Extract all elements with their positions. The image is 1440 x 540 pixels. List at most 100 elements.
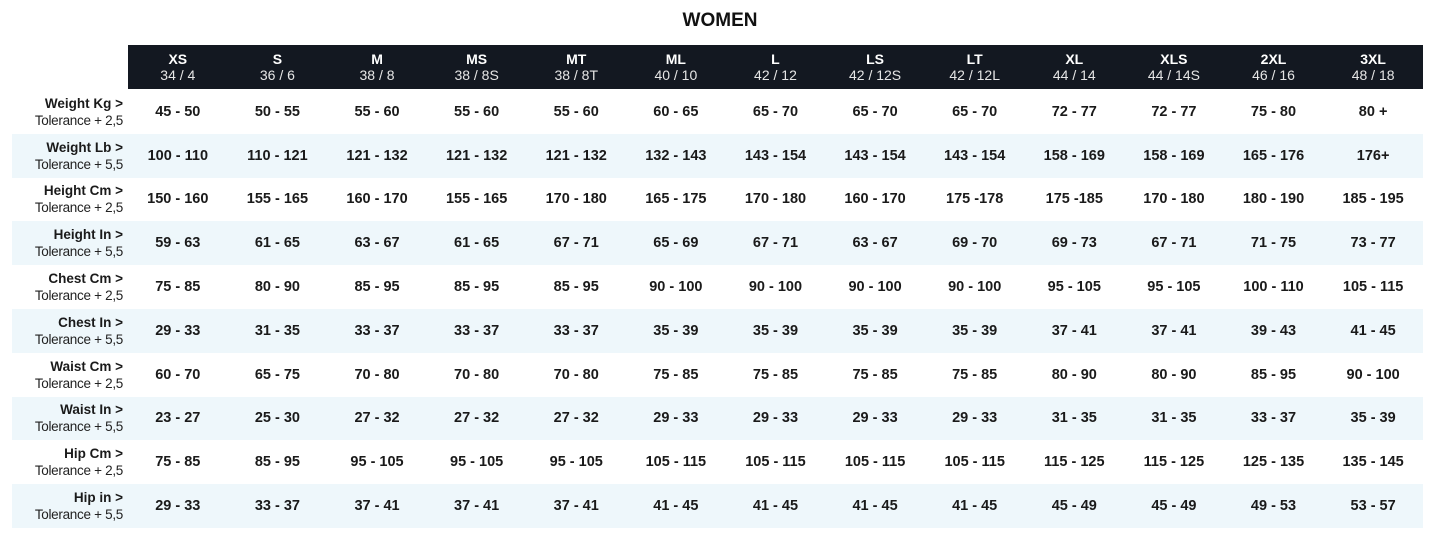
table-cell: 35 - 39 [852, 322, 898, 339]
size-header-s: S 36 / 6 [228, 45, 328, 89]
size-label: MT [566, 51, 587, 67]
size-header-lt: LT 42 / 12L [925, 45, 1025, 89]
table-cell: 115 - 125 [1143, 454, 1205, 471]
table-cell: 105 - 115 [645, 454, 707, 471]
measure-name: Waist In > [60, 402, 123, 418]
size-label: XLS [1160, 51, 1188, 67]
table-cell: 70 - 80 [354, 366, 400, 383]
measure-name: Hip in > [73, 490, 123, 506]
table-cell: 67 - 71 [752, 235, 799, 252]
table-cell: 59 - 63 [155, 235, 201, 252]
measure-name: Waist Cm > [50, 358, 123, 374]
table-row: Weight Lb > Tolerance + 5,5 100 - 110 110 -… [12, 133, 1423, 178]
size-number: 42 / 12S [848, 67, 902, 83]
table-cell: 105 - 115 [1342, 279, 1404, 296]
table-cell: 33 - 37 [454, 322, 500, 339]
table-cell: 132 - 143 [645, 147, 707, 164]
table-cell: 125 - 135 [1242, 454, 1305, 471]
size-number: 38 / 8 [359, 67, 395, 83]
table-cell: 65 - 69 [653, 235, 699, 252]
table-cell: 49 - 53 [1250, 498, 1297, 515]
table-cell: 41 - 45 [752, 498, 799, 515]
table-cell: 25 - 30 [254, 410, 300, 427]
size-header-2xl: 2XL 46 / 16 [1224, 45, 1324, 89]
size-header-xs: XS 34 / 4 [128, 45, 228, 89]
size-label: MS [466, 51, 488, 67]
size-label: LS [866, 51, 885, 67]
table-cell: 158 - 169 [1143, 147, 1205, 164]
measure-name: Weight Lb > [46, 139, 123, 155]
size-label: L [771, 51, 780, 67]
tolerance: Tolerance + 2,5 [34, 112, 123, 128]
table-cell: 63 - 67 [852, 235, 898, 252]
table-cell: 105 - 115 [944, 454, 1005, 471]
table-cell: 33 - 37 [354, 322, 400, 339]
table-cell: 75 - 85 [653, 366, 699, 383]
size-number: 38 / 8S [454, 67, 499, 83]
row-label: Waist Cm > Tolerance + 2,5 [12, 358, 128, 392]
table-cell: 29 - 33 [653, 410, 699, 427]
measure-name: Weight Kg > [44, 95, 123, 111]
table-cell: 80 - 90 [1051, 366, 1097, 383]
table-cell: 31 - 35 [1151, 410, 1197, 427]
table-cell: 55 - 60 [354, 103, 400, 120]
table-cell: 110 - 121 [247, 147, 308, 164]
table-cell: 143 - 154 [744, 147, 807, 164]
table-cell: 37 - 41 [553, 498, 599, 515]
table-cell: 115 - 125 [1044, 454, 1105, 471]
table-cell: 90 - 100 [649, 279, 703, 296]
table-cell: 72 - 77 [1151, 103, 1197, 120]
table-cell: 29 - 33 [852, 410, 898, 427]
table-cell: 69 - 70 [952, 235, 998, 252]
table-cell: 33 - 37 [1250, 410, 1297, 427]
table-cell: 70 - 80 [454, 366, 500, 383]
table-cell: 73 - 77 [1350, 235, 1396, 252]
size-number: 36 / 6 [259, 67, 295, 83]
size-label: 2XL [1260, 51, 1287, 67]
table-cell: 37 - 41 [1151, 322, 1197, 339]
table-cell: 170 - 180 [545, 191, 607, 208]
size-number: 40 / 10 [654, 67, 698, 83]
table-cell: 67 - 71 [1151, 235, 1197, 252]
row-label: Waist In > Tolerance + 5,5 [12, 401, 128, 435]
table-row: Height Cm > Tolerance + 2,5 150 - 160 155 -… [12, 178, 1423, 222]
table-row: Weight Kg > Tolerance + 2,5 45 - 50 50 - 55… [12, 90, 1423, 134]
table-cell: 121 - 132 [545, 147, 607, 164]
size-label: 3XL [1360, 51, 1386, 67]
row-label: Hip Cm > Tolerance + 2,5 [12, 445, 128, 479]
row-label: Chest Cm > Tolerance + 2,5 [12, 270, 128, 304]
row-label: Height In > Tolerance + 5,5 [12, 226, 128, 260]
size-number: 44 / 14S [1147, 67, 1200, 83]
table-cell: 175 -185 [1045, 191, 1103, 208]
table-cell: 75 - 85 [852, 366, 898, 383]
table-cell: 41 - 45 [852, 498, 898, 515]
table-cell: 70 - 80 [553, 366, 599, 383]
size-header-l: L 42 / 12 [726, 45, 826, 89]
size-number: 34 / 4 [160, 67, 196, 83]
table-cell: 27 - 32 [354, 410, 400, 427]
table-cell: 80 - 90 [1151, 366, 1197, 383]
size-header-xls: XLS 44 / 14S [1124, 45, 1224, 89]
tolerance: Tolerance + 2,5 [34, 375, 123, 391]
table-cell: 31 - 35 [1051, 410, 1097, 427]
table-cell: 95 - 105 [1047, 279, 1101, 296]
table-cell: 175 -178 [946, 191, 1004, 208]
table-cell: 95 - 105 [350, 454, 404, 471]
table-cell: 75 - 85 [155, 454, 201, 471]
table-row: Height In > Tolerance + 5,5 59 - 63 61 - 65… [12, 221, 1423, 266]
table-cell: 160 - 170 [844, 191, 906, 208]
table-row: Hip Cm > Tolerance + 2,5 75 - 85 85 - 95 95 … [12, 440, 1423, 484]
table-cell: 85 - 95 [1250, 366, 1297, 383]
table-cell: 135 - 145 [1342, 454, 1404, 471]
table-cell: 29 - 33 [155, 498, 201, 515]
size-number: 44 / 14 [1052, 67, 1096, 83]
table-cell: 60 - 70 [155, 366, 201, 383]
table-cell: 75 - 80 [1250, 103, 1297, 120]
table-cell: 143 - 154 [844, 147, 906, 164]
table-cell: 31 - 35 [254, 322, 300, 339]
table-cell: 50 - 55 [254, 103, 300, 120]
measure-name: Hip Cm > [64, 446, 123, 462]
size-label: S [272, 51, 283, 67]
table-cell: 143 - 154 [944, 147, 1006, 164]
table-cell: 33 - 37 [553, 322, 599, 339]
